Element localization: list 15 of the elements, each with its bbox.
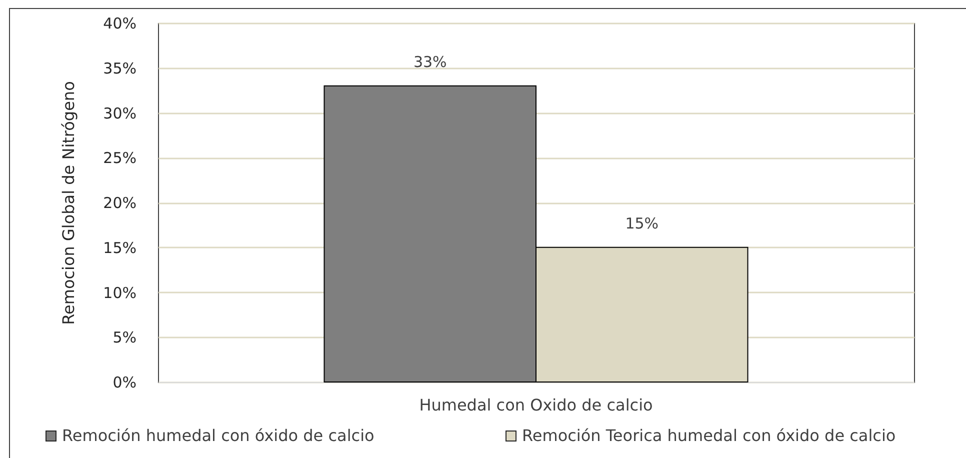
y-tick-label: 20% <box>103 194 136 212</box>
legend-label: Remoción humedal con óxido de calcio <box>62 426 374 445</box>
data-label: 15% <box>625 214 659 232</box>
y-tick-label: 5% <box>112 328 136 347</box>
y-tick-label: 25% <box>103 149 136 168</box>
y-tick-label: 0% <box>112 374 136 392</box>
data-label: 33% <box>413 52 447 71</box>
y-axis-title: Remocion Global de Nitrógeno <box>59 81 78 325</box>
legend-label: Remoción Teorica humedal con óxido de calcio <box>522 426 896 445</box>
y-tick-label: 15% <box>103 238 136 257</box>
x-tick-label: Humedal con Oxido de calcio <box>419 396 653 414</box>
y-tick-label: 10% <box>103 284 136 302</box>
y-tick-label: 30% <box>103 104 136 122</box>
y-tick-label: 35% <box>103 59 136 78</box>
y-tick-label: 40% <box>103 14 136 32</box>
